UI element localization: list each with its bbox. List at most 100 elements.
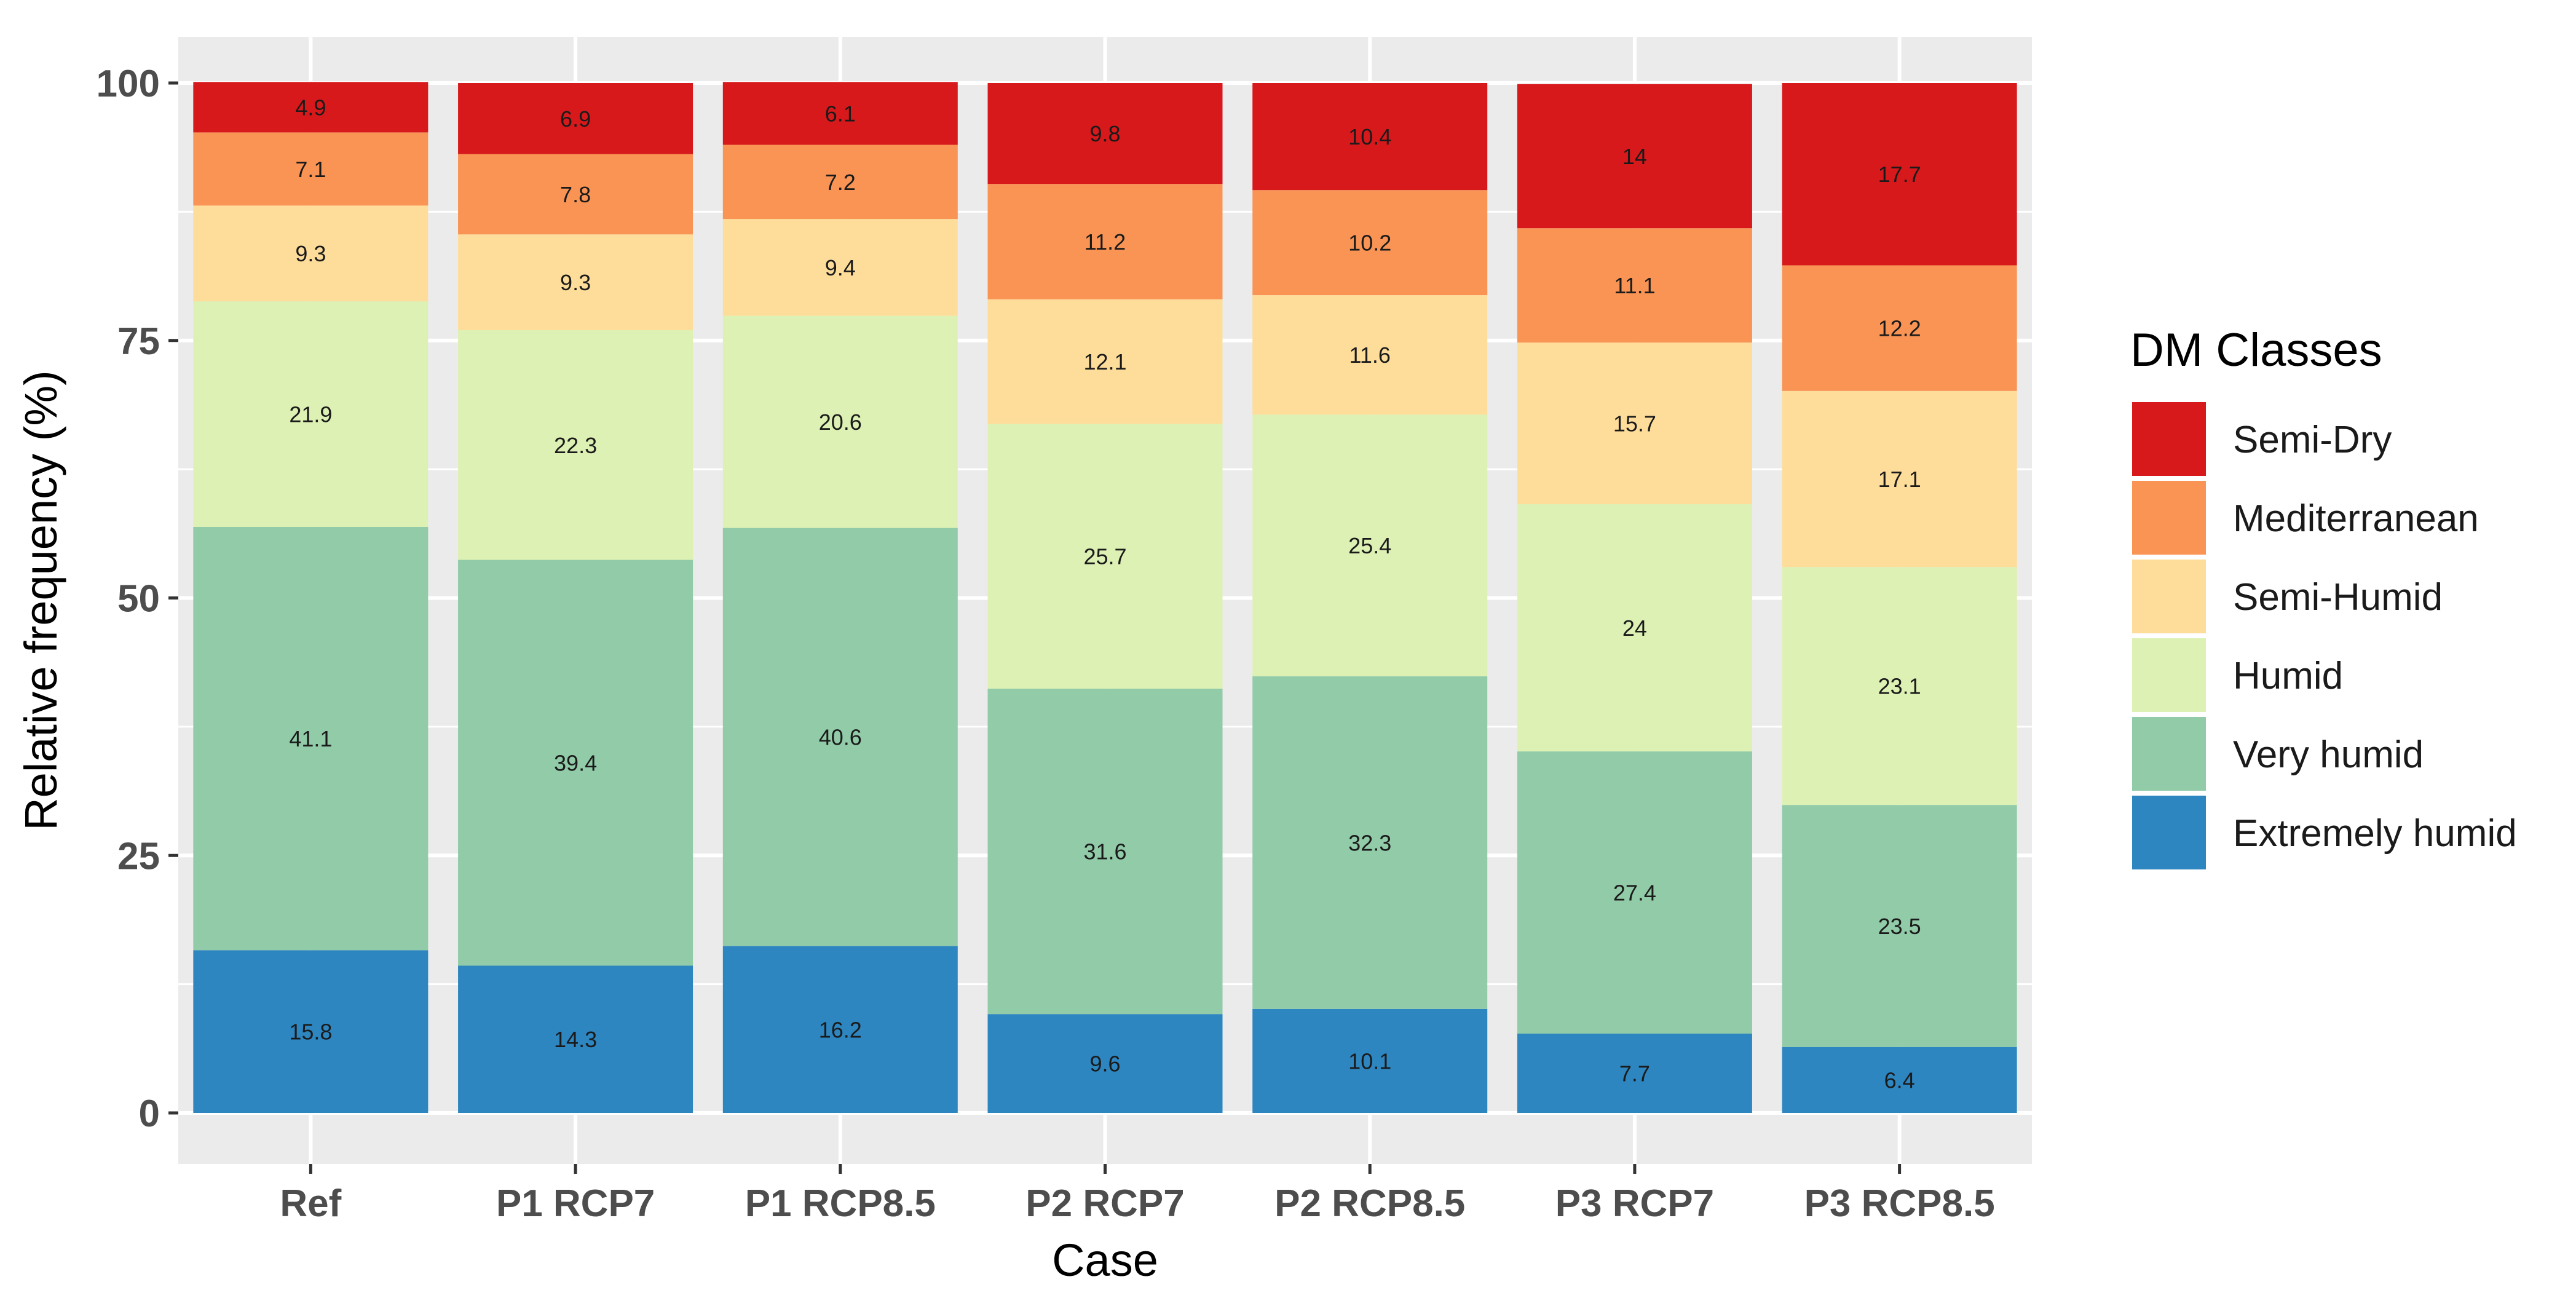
segment-value-label: 6.4 bbox=[1884, 1067, 1915, 1093]
bar-segment bbox=[193, 82, 429, 133]
segment-value-label: 17.7 bbox=[1878, 162, 1921, 187]
segment-value-label: 14.3 bbox=[554, 1027, 597, 1052]
bar-segment bbox=[193, 301, 429, 527]
segment-value-label: 15.8 bbox=[289, 1019, 332, 1045]
segment-value-label: 7.2 bbox=[825, 170, 856, 195]
segment-value-label: 16.2 bbox=[819, 1017, 862, 1042]
x-tick-label: P1 RCP8.5 bbox=[745, 1182, 936, 1225]
bar-segment bbox=[1782, 265, 2017, 391]
segment-labels: 15.8 41.1 21.9 9.3 7.1 4.9 14.3 39.4 22.3 9.3 7.8 6… bbox=[289, 95, 1921, 1093]
y-tick-label: 25 bbox=[117, 835, 160, 877]
segment-value-label: 23.1 bbox=[1878, 674, 1921, 699]
legend-key bbox=[2132, 402, 2206, 476]
segment-value-label: 4.9 bbox=[295, 95, 326, 120]
segment-value-label: 27.4 bbox=[1613, 881, 1656, 906]
segment-value-label: 39.4 bbox=[554, 751, 597, 776]
bar-segment bbox=[722, 528, 958, 946]
bar-segment bbox=[722, 144, 958, 220]
segment-value-label: 9.6 bbox=[1089, 1051, 1120, 1077]
bar-segment bbox=[458, 83, 693, 154]
segment-value-label: 9.3 bbox=[295, 241, 326, 266]
bar-segment bbox=[987, 83, 1223, 184]
legend-key bbox=[2132, 560, 2206, 633]
bar-segment bbox=[987, 1014, 1223, 1113]
bar-segment bbox=[1252, 414, 1488, 676]
segment-value-label: 11.6 bbox=[1349, 342, 1391, 368]
segment-value-label: 25.7 bbox=[1083, 544, 1126, 569]
legend-entry-label: Semi-Humid bbox=[2233, 576, 2443, 619]
segment-value-label: 15.7 bbox=[1613, 411, 1656, 437]
segment-value-label: 24 bbox=[1622, 615, 1647, 641]
bar-segment bbox=[1782, 1047, 2017, 1113]
segment-value-label: 7.1 bbox=[295, 157, 326, 182]
segment-value-label: 7.8 bbox=[560, 182, 591, 207]
bar-segment bbox=[458, 234, 693, 330]
bar-segment bbox=[1782, 567, 2017, 805]
segment-value-label: 10.4 bbox=[1348, 124, 1391, 149]
segment-value-label: 25.4 bbox=[1348, 533, 1391, 558]
segment-value-label: 10.1 bbox=[1348, 1048, 1391, 1074]
legend-entry-label: Semi-Dry bbox=[2233, 419, 2392, 461]
legend: DM Classes Semi-Dry Mediterranean Semi-Hum… bbox=[2130, 324, 2517, 869]
y-axis-title: Relative frequency (%) bbox=[15, 370, 66, 831]
y-tick-label: 75 bbox=[117, 320, 160, 363]
segment-value-label: 9.3 bbox=[560, 270, 591, 295]
segment-value-label: 20.6 bbox=[819, 410, 862, 435]
bar-segment bbox=[458, 560, 693, 966]
segment-value-label: 14 bbox=[1622, 144, 1647, 169]
bar-segment bbox=[458, 965, 693, 1113]
segment-value-label: 41.1 bbox=[289, 726, 332, 751]
legend-entry-label: Mediterranean bbox=[2233, 497, 2479, 540]
bar-segment bbox=[987, 424, 1223, 689]
x-tick-label: P1 RCP7 bbox=[496, 1182, 655, 1225]
x-tick-label: P2 RCP7 bbox=[1025, 1182, 1184, 1225]
legend-entry-label: Very humid bbox=[2233, 734, 2424, 776]
segment-value-label: 11.2 bbox=[1085, 229, 1126, 255]
y-axis: 0 25 50 75 100 bbox=[97, 63, 178, 1135]
bar-segment bbox=[1252, 83, 1488, 191]
segment-value-label: 22.3 bbox=[554, 433, 597, 458]
segment-value-label: 7.7 bbox=[1619, 1061, 1650, 1086]
bar-segment bbox=[1517, 1034, 1752, 1113]
bar-segment bbox=[1517, 504, 1752, 752]
bar-segment bbox=[458, 330, 693, 560]
x-tick-label: P2 RCP8.5 bbox=[1274, 1182, 1465, 1225]
x-axis: Ref P1 RCP7 P1 RCP8.5 P2 RCP7 P2 RCP8.5 P3 RC… bbox=[280, 1164, 1995, 1225]
segment-value-label: 12.2 bbox=[1878, 316, 1921, 341]
bar-segment bbox=[193, 526, 429, 951]
y-tick-label: 100 bbox=[97, 63, 160, 105]
bar-segment bbox=[722, 946, 958, 1113]
bar-segment bbox=[193, 950, 429, 1113]
x-tick-label: P3 RCP8.5 bbox=[1804, 1182, 1995, 1225]
bar-segment bbox=[1252, 295, 1488, 415]
bar-segment bbox=[458, 154, 693, 235]
bar-segment bbox=[1782, 83, 2017, 266]
segment-value-label: 12.1 bbox=[1083, 349, 1126, 374]
bar-segment bbox=[193, 132, 429, 206]
bar-segment bbox=[1252, 676, 1488, 1009]
x-tick-label: Ref bbox=[280, 1182, 341, 1225]
segment-value-label: 32.3 bbox=[1348, 830, 1391, 855]
bar-segment bbox=[722, 82, 958, 145]
legend-key bbox=[2132, 481, 2206, 555]
segment-value-label: 6.9 bbox=[560, 106, 591, 132]
bar-segment bbox=[722, 219, 958, 316]
segment-value-label: 9.4 bbox=[825, 255, 856, 280]
segment-value-label: 6.1 bbox=[825, 101, 856, 126]
bar-segment bbox=[1517, 228, 1752, 343]
bar-segment bbox=[1782, 805, 2017, 1047]
bar-segment bbox=[1517, 342, 1752, 505]
legend-entry-label: Humid bbox=[2233, 655, 2343, 697]
legend-key bbox=[2132, 796, 2206, 869]
bar-segment bbox=[987, 688, 1223, 1015]
bar-segment bbox=[722, 315, 958, 528]
bar-segment bbox=[987, 299, 1223, 424]
y-tick-label: 0 bbox=[139, 1093, 160, 1135]
bar-segment bbox=[1517, 751, 1752, 1034]
segment-value-label: 21.9 bbox=[289, 402, 332, 427]
legend-key bbox=[2132, 717, 2206, 791]
bar-segment bbox=[1252, 190, 1488, 296]
segment-value-label: 9.8 bbox=[1089, 121, 1120, 146]
segment-value-label: 23.5 bbox=[1878, 914, 1921, 939]
